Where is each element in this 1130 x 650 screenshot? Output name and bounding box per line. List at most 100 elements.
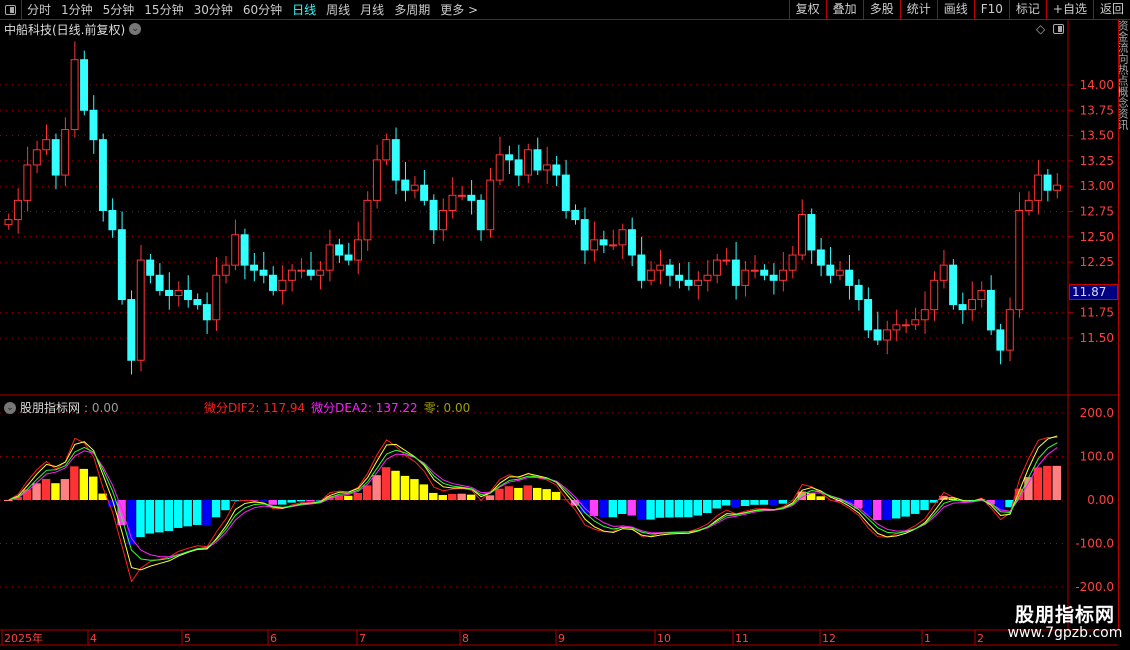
- candle: [731, 259, 740, 286]
- candle: [108, 209, 117, 231]
- histogram-bar: [457, 493, 466, 500]
- toolbar-button[interactable]: 复权: [788, 0, 826, 19]
- toolbar-button[interactable]: F10: [973, 0, 1009, 19]
- period-tab[interactable]: 5分钟: [102, 3, 135, 17]
- histogram-bar: [967, 500, 976, 501]
- candle: [174, 289, 183, 296]
- histogram-bar: [1024, 477, 1033, 500]
- side-tabs[interactable]: 资金流向热点概念资讯: [1118, 20, 1130, 630]
- candle: [750, 269, 759, 272]
- candle: [694, 279, 703, 286]
- candle: [835, 269, 844, 276]
- candle: [1005, 309, 1014, 351]
- histogram-bar: [873, 500, 882, 521]
- toolbar-button[interactable]: 标记: [1008, 0, 1046, 19]
- zero-label: 零: 0.00: [423, 401, 471, 415]
- candle: [864, 299, 873, 331]
- toolbar-button[interactable]: +自选: [1045, 0, 1093, 19]
- histogram-bar: [466, 494, 476, 500]
- period-tab[interactable]: 分时: [27, 3, 52, 17]
- indicator-tick-label: 100.0: [1080, 450, 1114, 464]
- price-tick-label: 13.25: [1080, 154, 1114, 168]
- histogram-bar: [391, 470, 400, 500]
- toolbar-button[interactable]: 返回: [1092, 0, 1130, 19]
- histogram-bar: [589, 500, 599, 516]
- candle: [552, 164, 561, 176]
- time-label: 7: [359, 632, 366, 645]
- indicator-tick-label: 200.0: [1080, 406, 1114, 420]
- histogram-bar: [13, 496, 22, 500]
- toolbar-button[interactable]: 统计: [899, 0, 937, 19]
- candle: [656, 264, 665, 271]
- toolbar-button[interactable]: 叠加: [825, 0, 863, 19]
- panel-toggle-button[interactable]: [0, 0, 22, 19]
- candle: [297, 269, 306, 272]
- candle: [401, 179, 410, 191]
- candle: [826, 264, 835, 276]
- period-tab[interactable]: 30分钟: [193, 3, 233, 17]
- diamond-icon[interactable]: ◇: [1036, 22, 1046, 36]
- histogram-bar: [618, 500, 627, 514]
- histogram-bar: [126, 500, 136, 545]
- candle: [486, 179, 495, 231]
- candle: [637, 254, 646, 281]
- candle: [221, 264, 230, 276]
- candle: [354, 239, 362, 261]
- time-label: 5: [184, 632, 191, 645]
- candle: [32, 149, 41, 166]
- histogram-bar: [221, 500, 230, 511]
- histogram-bar: [400, 475, 410, 500]
- candle: [13, 199, 22, 221]
- histogram-bar: [296, 500, 306, 502]
- toolbar-button[interactable]: 画线: [936, 0, 974, 19]
- histogram-bar: [230, 500, 240, 501]
- chevron-down-icon[interactable]: ⌄: [4, 401, 16, 414]
- candle: [231, 234, 240, 266]
- candle: [599, 239, 608, 246]
- toolbar-button[interactable]: 多股: [862, 0, 900, 19]
- chevron-down-icon[interactable]: ⌄: [129, 23, 142, 35]
- candle: [495, 154, 504, 181]
- period-tab[interactable]: 1分钟: [61, 3, 93, 17]
- period-tab[interactable]: 周线: [326, 3, 351, 17]
- candle: [675, 274, 684, 281]
- candle: [382, 139, 391, 161]
- period-tab[interactable]: 多周期: [394, 3, 431, 17]
- period-tab[interactable]: 更多 >: [440, 3, 479, 17]
- indicator-value: : 0.00: [84, 400, 119, 415]
- candle: [996, 329, 1005, 351]
- histogram-bar: [910, 500, 920, 514]
- candle: [986, 289, 995, 331]
- candle: [344, 254, 353, 261]
- histogram-bar: [447, 494, 457, 500]
- panel-icon[interactable]: [1053, 24, 1065, 34]
- histogram-bar: [608, 500, 618, 518]
- candle: [968, 299, 976, 311]
- period-tab[interactable]: 15分钟: [144, 3, 184, 17]
- time-label: 11: [735, 632, 749, 645]
- histogram-bar: [164, 500, 174, 532]
- candle: [665, 264, 674, 276]
- histogram-bar: [334, 495, 344, 500]
- histogram-bar: [570, 500, 580, 506]
- candle: [250, 264, 259, 271]
- histogram-bar: [32, 483, 41, 500]
- histogram-bar: [315, 500, 325, 501]
- histogram-bar: [901, 500, 910, 517]
- time-label: 2: [977, 632, 984, 645]
- histogram-bar: [929, 500, 939, 503]
- period-tab[interactable]: 60分钟: [242, 3, 283, 17]
- time-label: 4: [90, 632, 97, 645]
- histogram-bar: [145, 500, 155, 534]
- histogram-bar: [580, 500, 589, 514]
- candle: [684, 279, 693, 286]
- candle: [769, 274, 778, 281]
- candle: [259, 269, 268, 276]
- candle: [325, 244, 334, 271]
- histogram-bar: [627, 500, 636, 516]
- period-tab[interactable]: 月线: [360, 3, 385, 17]
- period-tab[interactable]: 日线: [292, 3, 317, 17]
- dif-label: 微分DIF2: 117.94: [204, 401, 306, 415]
- indicator-name[interactable]: 股朋指标网: [20, 401, 81, 415]
